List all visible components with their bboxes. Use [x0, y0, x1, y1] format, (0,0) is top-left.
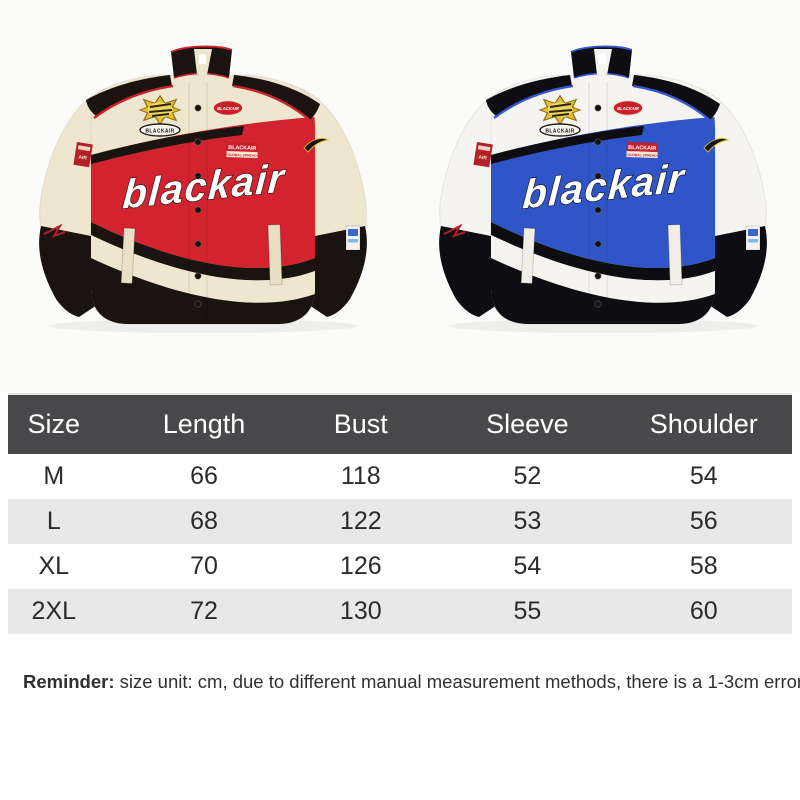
- size-chart-table: Size Length Bust Sleeve Shoulder M 66 11…: [8, 393, 792, 634]
- table-row-xl: XL 70 126 54 58: [8, 544, 792, 589]
- cell-shoulder: 56: [689, 507, 718, 535]
- cell-length: 68: [190, 507, 218, 535]
- column-header-shoulder: Shoulder: [649, 409, 758, 439]
- product-photo-area: blackair: [0, 0, 800, 392]
- reminder-text: size unit: cm, due to different manual m…: [114, 671, 800, 692]
- cell-length: 66: [190, 462, 218, 490]
- table-row-l: L 68 122 53 56: [8, 499, 792, 544]
- cell-size: M: [43, 462, 65, 490]
- cell-length: 72: [190, 597, 218, 625]
- column-header-bust: Bust: [333, 409, 388, 439]
- column-header-length: Length: [162, 409, 246, 439]
- reminder-note: Reminder: size unit: cm, due to differen…: [23, 671, 800, 693]
- cell-sleeve: 55: [513, 597, 542, 625]
- cell-size: 2XL: [31, 597, 77, 625]
- jacket-blue-colorway: [428, 42, 778, 334]
- cell-shoulder: 60: [689, 597, 718, 625]
- cell-shoulder: 58: [689, 552, 718, 580]
- cell-sleeve: 54: [513, 552, 542, 580]
- table-row-2xl: 2XL 72 130 55 60: [8, 589, 792, 634]
- size-chart-header-row: Size Length Bust Sleeve Shoulder: [8, 393, 792, 454]
- cell-bust: 126: [339, 552, 382, 580]
- cell-size: L: [46, 507, 61, 535]
- table-row-m: M 66 118 52 54: [8, 454, 792, 499]
- column-header-sleeve: Sleeve: [486, 409, 569, 439]
- column-header-size: Size: [27, 409, 81, 439]
- cell-length: 70: [190, 552, 218, 580]
- cell-shoulder: 54: [689, 462, 718, 490]
- cell-sleeve: 53: [513, 507, 542, 535]
- reminder-label: Reminder:: [23, 671, 115, 692]
- cell-size: XL: [38, 552, 70, 580]
- jacket-red-colorway: [28, 42, 378, 334]
- cell-bust: 130: [339, 597, 382, 625]
- cell-sleeve: 52: [513, 462, 542, 490]
- cell-bust: 122: [339, 507, 382, 535]
- cell-bust: 118: [340, 462, 381, 490]
